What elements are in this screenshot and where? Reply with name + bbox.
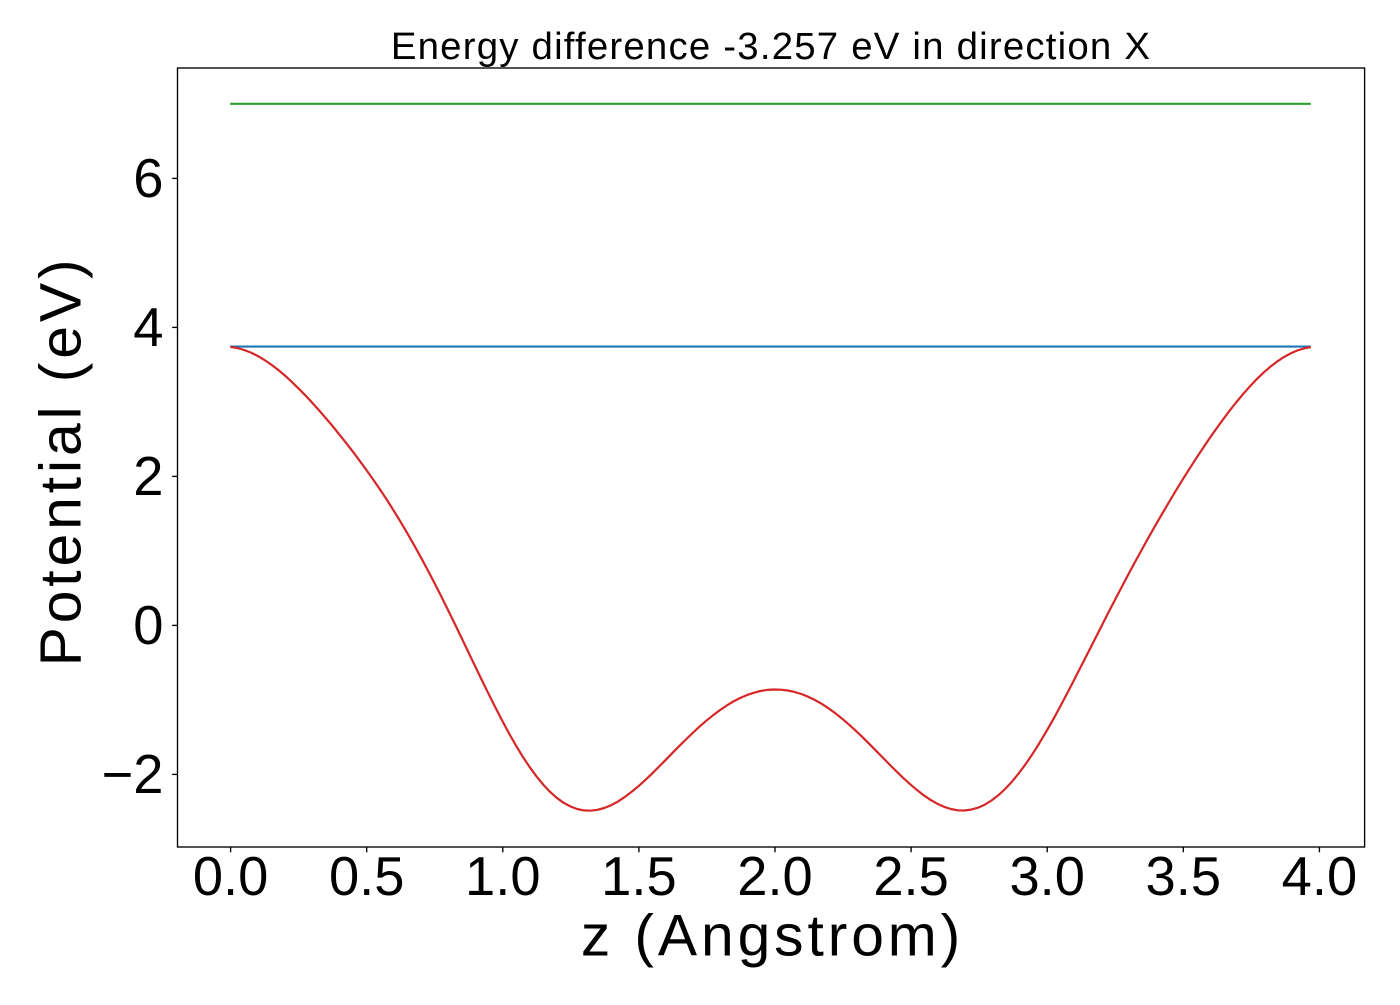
svg-text:0.0: 0.0	[193, 846, 268, 907]
svg-text:0: 0	[133, 595, 163, 656]
svg-text:2.5: 2.5	[873, 846, 948, 907]
svg-text:4.0: 4.0	[1282, 846, 1357, 907]
svg-text:4: 4	[133, 297, 163, 358]
svg-text:0.5: 0.5	[329, 846, 404, 907]
svg-text:3.0: 3.0	[1009, 846, 1084, 907]
svg-text:1.5: 1.5	[601, 846, 676, 907]
svg-text:Energy difference -3.257 eV in: Energy difference -3.257 eV in direction…	[391, 25, 1151, 68]
svg-text:2: 2	[133, 446, 163, 507]
svg-text:3.5: 3.5	[1146, 846, 1221, 907]
svg-text:z (Angstrom): z (Angstrom)	[581, 904, 964, 969]
svg-text:1.0: 1.0	[465, 846, 540, 907]
svg-text:6: 6	[133, 148, 163, 209]
svg-text:2.0: 2.0	[737, 846, 812, 907]
svg-text:Potential (eV): Potential (eV)	[29, 256, 94, 667]
svg-text:−2: −2	[102, 744, 164, 805]
